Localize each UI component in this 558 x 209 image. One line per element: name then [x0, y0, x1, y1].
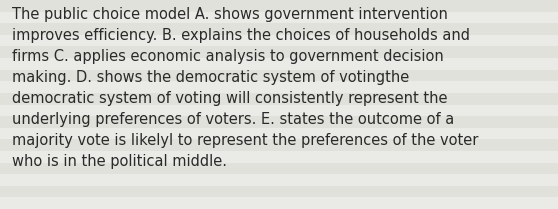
Bar [0, 0, 558, 12]
Bar [0, 186, 558, 197]
Bar [0, 35, 558, 46]
Bar [0, 128, 558, 139]
Bar [0, 139, 558, 151]
Bar [0, 116, 558, 128]
Bar [0, 23, 558, 35]
Bar [0, 174, 558, 186]
Bar [0, 163, 558, 174]
Bar [0, 58, 558, 70]
Bar [0, 197, 558, 209]
Bar [0, 151, 558, 163]
Bar [0, 93, 558, 104]
Bar [0, 46, 558, 58]
Text: The public choice model A. shows government intervention
improves efficiency. B.: The public choice model A. shows governm… [12, 7, 479, 169]
Bar [0, 70, 558, 81]
Bar [0, 12, 558, 23]
Bar [0, 104, 558, 116]
Bar [0, 81, 558, 93]
